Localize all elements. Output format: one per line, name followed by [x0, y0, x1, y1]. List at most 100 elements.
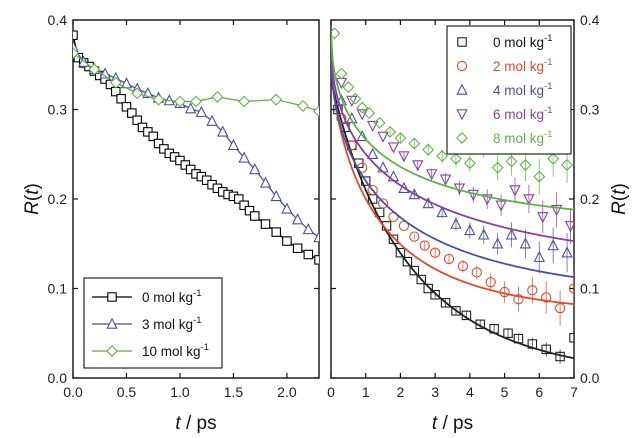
legend-label-sup: -1 [201, 342, 209, 353]
data-point [440, 298, 451, 308]
legend-label-sup: -1 [544, 105, 552, 116]
data-point [423, 283, 433, 294]
data-point [88, 63, 101, 76]
data-point [127, 108, 137, 118]
legend-label: 2 mol kg-1 [493, 57, 552, 74]
y-tick-label: 0.1 [580, 281, 600, 297]
y-tick-label: 0.0 [48, 370, 68, 386]
data-point [394, 132, 407, 145]
y-axis-label-t: t [22, 189, 43, 195]
data-point [461, 310, 472, 321]
y-axis-label: R(t) [609, 183, 630, 215]
data-point [282, 236, 292, 246]
data-point [408, 137, 421, 150]
data-point [503, 328, 513, 338]
data-point [475, 319, 486, 330]
data-point [471, 267, 482, 278]
data-point [387, 142, 400, 154]
legend-label: 6 mol kg-1 [493, 105, 552, 122]
panel-left: 0.0 0.5 1.0 1.5 2.00.00.10.20.30.4t / psR(t)… [22, 12, 320, 434]
data-point [121, 102, 132, 112]
data-point [555, 351, 565, 362]
fit-curve [331, 64, 574, 306]
data-point [73, 47, 79, 60]
legend-marker [457, 37, 467, 47]
x-tick-label: 7 [570, 384, 578, 400]
legend-label: 3 mol kg-1 [142, 315, 201, 332]
data-point [342, 81, 355, 94]
legend-item: 0 mol kg-1 [92, 288, 201, 305]
y-tick-label: 0.2 [48, 191, 68, 207]
data-point [422, 143, 435, 156]
legend-label: 8 mol kg-1 [493, 129, 552, 146]
data-point [374, 207, 385, 218]
y-axis-label-paren: ) [609, 183, 630, 189]
data-point [478, 228, 490, 240]
data-point [271, 227, 281, 237]
x-tick-label: 5 [501, 384, 509, 400]
data-point [429, 247, 441, 258]
data-point [281, 202, 293, 214]
data-point [206, 114, 218, 126]
legend-box [83, 277, 223, 369]
series-4 [331, 27, 574, 211]
data-point [499, 286, 510, 298]
data-point [270, 189, 282, 202]
y-axis-label-var: R [609, 201, 630, 215]
y-axis-label: R(t) [22, 183, 43, 215]
data-point [335, 67, 348, 80]
data-point [303, 249, 314, 260]
legend-label: 10 mol kg-1 [142, 342, 209, 359]
legend-item: 4 mol kg-1 [456, 81, 552, 98]
data-point [564, 221, 574, 233]
x-axis-label-unit: / ps [437, 413, 473, 434]
legend: 0 mol kg-1 3 mol kg-1 10 mol kg-1 [83, 277, 223, 369]
data-point [148, 131, 158, 142]
data-point [336, 113, 347, 124]
data-point [451, 306, 461, 316]
legend-item: 0 mol kg-1 [457, 33, 552, 50]
data-point [259, 176, 272, 188]
legend-label-text: 6 mol kg [493, 107, 544, 122]
data-point [569, 332, 574, 343]
data-point [449, 152, 462, 165]
data-point [366, 147, 379, 159]
data-point [296, 99, 309, 112]
data-point [489, 324, 499, 334]
data-point [395, 247, 406, 258]
data-point [425, 169, 438, 181]
data-point [377, 161, 389, 173]
fit-curve [331, 33, 574, 211]
data-point [239, 200, 249, 211]
data-point [238, 95, 251, 108]
y-tick-label: 0.4 [48, 12, 68, 28]
x-tick-label: 4 [466, 384, 474, 400]
data-point [217, 125, 229, 137]
y-tick-label: 0.1 [48, 281, 68, 297]
y-tick-label: 0.3 [48, 102, 68, 118]
legend-marker [456, 109, 468, 121]
y-tick-label: 0.2 [580, 191, 600, 207]
data-point [509, 185, 521, 197]
legend-marker [456, 83, 468, 95]
data-point [436, 206, 448, 218]
y-axis-label-paren: ( [22, 194, 43, 201]
data-point [561, 246, 573, 258]
legend-item: 10 mol kg-1 [92, 342, 209, 359]
data-point [349, 92, 362, 105]
data-point [292, 243, 303, 253]
legend-item: 8 mol kg-1 [456, 129, 552, 146]
x-tick-label: 2.0 [277, 384, 297, 400]
data-point [244, 205, 255, 216]
data-point [457, 260, 469, 272]
data-point [190, 95, 202, 108]
data-point [533, 250, 545, 262]
data-point [398, 220, 410, 231]
data-point [561, 159, 574, 171]
x-axis-label: t / ps [432, 413, 473, 434]
series-3 [331, 46, 574, 244]
series-line [73, 46, 319, 239]
data-point [527, 339, 538, 349]
data-point [537, 212, 549, 224]
series-0 [73, 30, 319, 265]
